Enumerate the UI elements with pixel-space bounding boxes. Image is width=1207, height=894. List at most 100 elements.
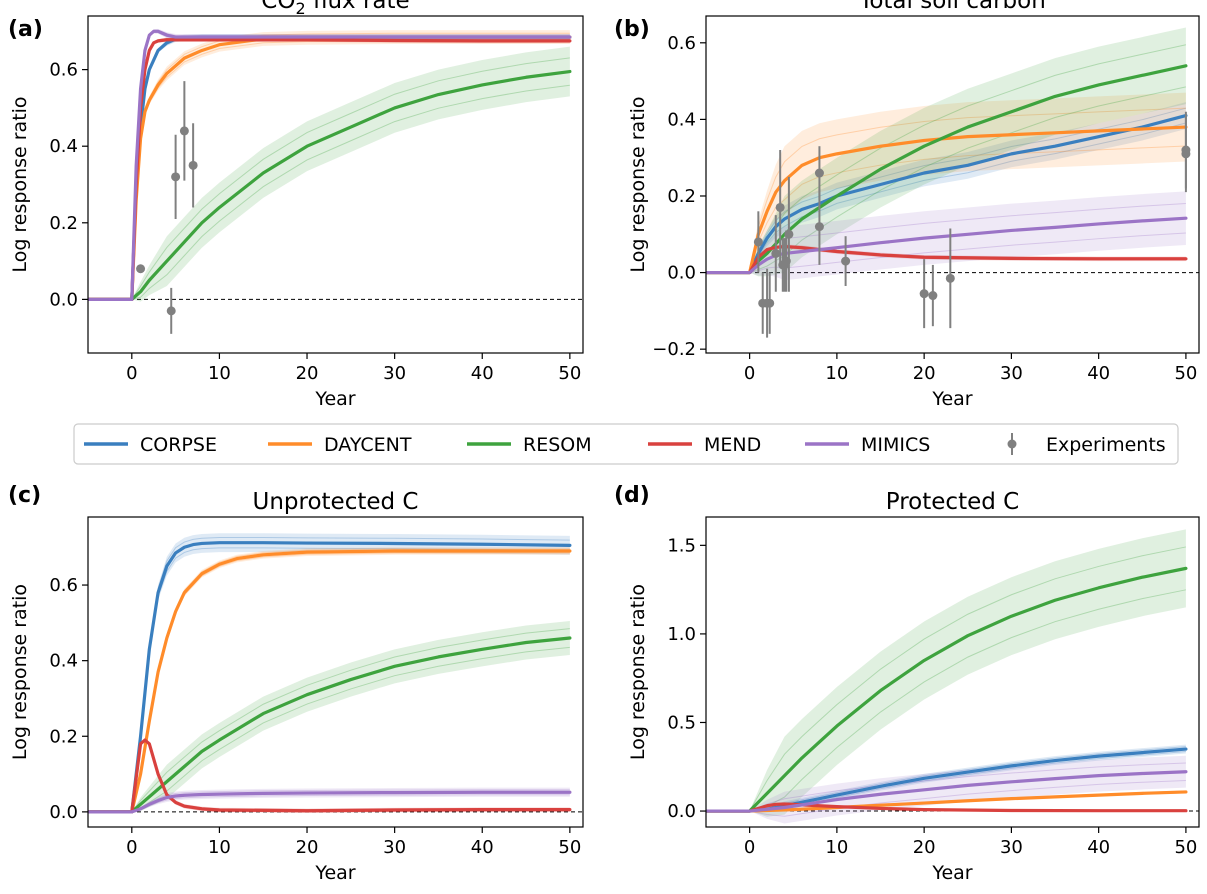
x-tick-label: 20 xyxy=(296,363,319,384)
experiment-point xyxy=(945,273,955,283)
experiment-point xyxy=(919,289,929,299)
experiment-point xyxy=(1181,145,1191,155)
series-line-resom xyxy=(88,69,572,301)
uncertainty-band-resom xyxy=(88,46,570,302)
series-line-mend xyxy=(706,244,1188,275)
x-tick-label: 40 xyxy=(1087,837,1110,858)
y-axis-label: Log response ratio xyxy=(9,96,31,272)
plot-area xyxy=(706,27,1188,281)
legend-entry-mend: MEND xyxy=(648,434,761,456)
panel-a: 0 10 20 30 40 50 0.0 0.2 0.4 0.6 Year Log response … xyxy=(8,0,584,410)
x-tick-label: 50 xyxy=(1174,363,1197,384)
x-tick-label: 10 xyxy=(825,837,848,858)
series-line-mimics xyxy=(706,216,1188,275)
axes-frame xyxy=(705,15,1200,354)
panel-title-main: Unprotected C xyxy=(253,489,419,515)
x-tick-label: 0 xyxy=(744,363,755,384)
x-tick-label: 0 xyxy=(744,837,755,858)
panel-b: 0 10 20 30 40 50 −0.2 0.0 0.2 0.4 0.6 Year Log respo… xyxy=(614,0,1200,410)
series-line-mimics xyxy=(706,770,1188,813)
x-tick-label: 30 xyxy=(383,837,406,858)
ensemble-line-mimics xyxy=(706,232,1186,274)
legend-swatch-marker xyxy=(1007,439,1017,449)
ensemble-line-corpse xyxy=(706,122,1187,274)
y-tick-label: −0.2 xyxy=(652,339,696,360)
x-tick-label: 0 xyxy=(126,363,137,384)
experiment-point xyxy=(771,248,781,258)
ensemble-line-mimics xyxy=(706,780,1186,817)
y-tick-label: 0.4 xyxy=(49,651,78,672)
series-line-resom xyxy=(88,636,572,814)
panel-d: 0 10 20 30 40 50 0.0 0.5 1.0 1.5 Year Log response … xyxy=(614,483,1200,884)
series-line-daycent xyxy=(706,790,1188,813)
x-tick-label: 10 xyxy=(208,837,231,858)
y-tick-label: 0.0 xyxy=(49,289,78,310)
panel-title: Total soil carbon xyxy=(858,0,1046,14)
experiment-point xyxy=(765,298,775,308)
panel-title-subscript: 2 xyxy=(295,0,305,18)
panel-title: CO2 flux rate xyxy=(261,0,409,18)
ensemble-line-corpse xyxy=(706,107,1187,274)
y-tick-label: 1.5 xyxy=(667,535,696,556)
x-tick-label: 30 xyxy=(383,363,406,384)
x-axis-label: Year xyxy=(314,388,355,410)
experiment-point xyxy=(171,172,181,182)
experiment-point xyxy=(814,222,824,232)
ensemble-line-daycent xyxy=(706,145,1186,274)
panel-letter: (b) xyxy=(614,17,650,42)
panel-title-main: Protected C xyxy=(886,489,1019,515)
x-tick-label: 20 xyxy=(913,837,936,858)
legend-label: DAYCENT xyxy=(324,434,412,456)
y-tick-label: 0.0 xyxy=(667,801,696,822)
experiment-point xyxy=(928,291,938,301)
uncertainty-band-resom xyxy=(706,27,1186,277)
series-line-daycent xyxy=(88,549,572,814)
panel-title-main: CO xyxy=(261,0,295,14)
legend-entry-resom: RESOM xyxy=(467,434,592,456)
panel-title: Protected C xyxy=(886,489,1019,515)
legend-box xyxy=(73,423,1179,465)
series-line-mend xyxy=(88,738,572,814)
x-tick-label: 20 xyxy=(296,837,319,858)
ensemble-line-resom xyxy=(88,628,570,813)
experiment-point xyxy=(775,202,785,212)
ensemble-line-resom xyxy=(88,84,570,300)
ensemble-line-daycent xyxy=(706,107,1186,274)
ensemble-line-resom xyxy=(706,546,1187,812)
series-line-resom xyxy=(706,566,1188,813)
x-tick-label: 40 xyxy=(471,363,494,384)
panel-c: 0 10 20 30 40 50 0.0 0.2 0.4 0.6 Year Log response … xyxy=(8,483,584,884)
legend-label: Experiments xyxy=(1046,434,1166,456)
panel-letter: (a) xyxy=(8,17,43,42)
experiment-point xyxy=(814,168,824,178)
plot-area xyxy=(88,28,572,302)
y-tick-label: 0.2 xyxy=(49,726,78,747)
series-line-daycent xyxy=(706,125,1188,275)
uncertainty-band-corpse xyxy=(706,744,1186,812)
panel-title-rest: flux rate xyxy=(306,0,410,14)
axes-frame xyxy=(87,516,584,828)
series-line-resom xyxy=(706,64,1188,275)
experiment-point xyxy=(179,126,189,136)
y-tick-label: 0.2 xyxy=(667,186,696,207)
legend-label: CORPSE xyxy=(140,434,217,456)
ensemble-line-resom xyxy=(706,86,1187,274)
x-tick-label: 20 xyxy=(913,363,936,384)
x-tick-label: 50 xyxy=(558,837,581,858)
x-axis-label: Year xyxy=(931,862,972,884)
y-tick-label: 0.2 xyxy=(49,213,78,234)
series-line-mimics xyxy=(88,29,572,301)
y-tick-label: 0.5 xyxy=(667,712,696,733)
experiment-point xyxy=(136,264,146,274)
x-tick-label: 50 xyxy=(1174,837,1197,858)
legend: CORPSE DAYCENT RESOM MEND MIMICS Experiments xyxy=(73,423,1179,465)
uncertainty-band-resom xyxy=(88,620,570,812)
panel-title-main: Total soil carbon xyxy=(858,0,1046,14)
legend-entry-experiments: Experiments xyxy=(1007,433,1166,456)
x-tick-label: 30 xyxy=(1000,837,1023,858)
x-tick-label: 10 xyxy=(825,363,848,384)
y-tick-label: 1.0 xyxy=(667,624,696,645)
experiment-point xyxy=(166,306,176,316)
legend-entry-mimics: MIMICS xyxy=(805,434,930,456)
